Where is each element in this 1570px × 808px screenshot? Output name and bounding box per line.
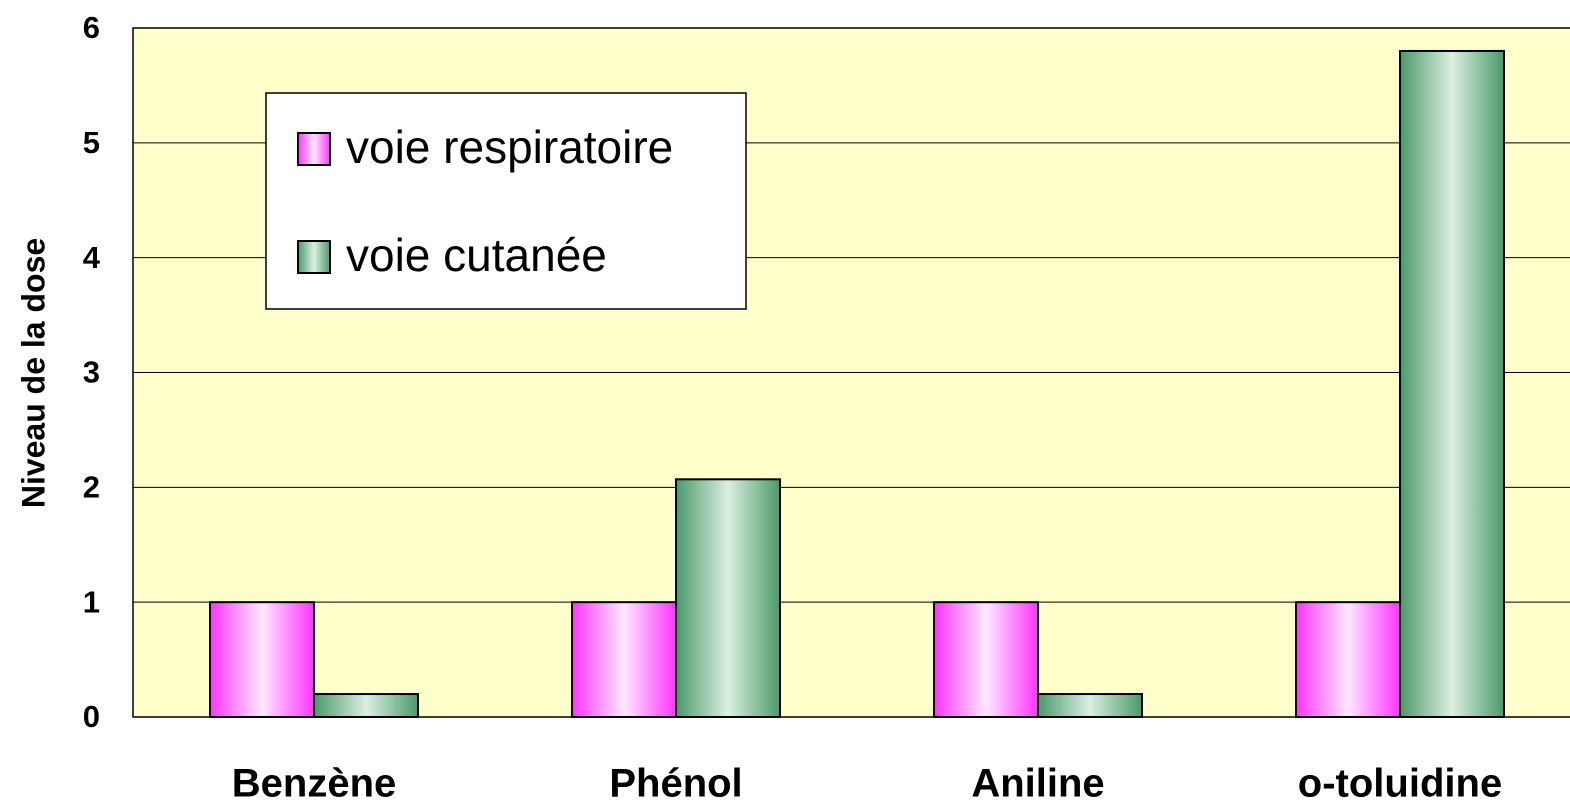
y-tick-label: 0 [83, 699, 100, 734]
x-tick-label: Phénol [609, 762, 742, 806]
y-axis-label: Niveau de la dose [15, 238, 51, 508]
x-tick-label: o-toluidine [1298, 762, 1502, 806]
x-tick-label: Aniline [971, 762, 1104, 806]
y-tick-label: 1 [83, 584, 100, 619]
legend-swatch [297, 240, 331, 274]
bar [209, 601, 315, 719]
y-tick-label: 6 [83, 10, 100, 45]
bar [1399, 49, 1505, 718]
bar [675, 478, 781, 719]
y-tick-label: 3 [83, 355, 100, 390]
bar [313, 693, 419, 718]
bar [1295, 601, 1401, 719]
legend-label: voie respiratoire [346, 121, 673, 173]
legend-box [265, 92, 747, 310]
y-tick-label: 5 [83, 125, 100, 160]
legend-swatch [297, 132, 331, 166]
y-tick-label: 2 [83, 470, 100, 505]
x-tick-label: Benzène [232, 762, 397, 806]
legend-label: voie cutanée [346, 229, 607, 281]
bar [571, 601, 677, 719]
y-tick-label: 4 [83, 240, 101, 275]
bar [933, 601, 1039, 719]
bar [1037, 693, 1143, 718]
